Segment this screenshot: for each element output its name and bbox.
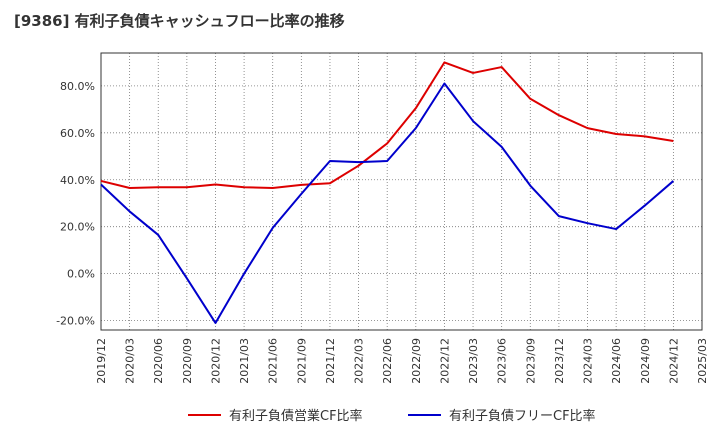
- plot-frame: [100, 52, 703, 331]
- y-tick-label: 40.0%: [60, 174, 95, 187]
- x-tick-label: 2020/12: [209, 338, 222, 384]
- legend-label-2: 有利子負債フリーCF比率: [449, 408, 596, 424]
- x-tick-label: 2021/12: [324, 338, 337, 384]
- x-tick-label: 2024/09: [639, 338, 652, 384]
- y-tick-label: 0.0%: [67, 268, 95, 281]
- x-tick-label: 2021/06: [267, 338, 280, 384]
- x-tick-label: 2022/12: [438, 338, 451, 384]
- x-tick-label: 2024/06: [610, 338, 623, 384]
- y-tick-label: -20.0%: [56, 315, 95, 328]
- x-tick-label: 2024/12: [667, 338, 680, 384]
- x-tick-label: 2021/09: [295, 338, 308, 384]
- y-tick-label: 20.0%: [60, 221, 95, 234]
- x-axis-ticks: 2019/12 2020/03 2020/06 2020/09 2020/12 2021/…: [95, 338, 709, 384]
- x-tick-label: 2021/03: [238, 338, 251, 384]
- x-tick-label: 2024/03: [582, 338, 595, 384]
- y-tick-label: 80.0%: [60, 80, 95, 93]
- x-tick-label: 2023/03: [467, 338, 480, 384]
- x-tick-label: 2023/09: [524, 338, 537, 384]
- x-tick-label: 2020/06: [152, 338, 165, 384]
- legend: 有利子負債営業CF比率 有利子負債フリーCF比率: [188, 408, 596, 424]
- x-tick-label: 2019/12: [95, 338, 108, 384]
- x-tick-label: 2023/06: [496, 338, 509, 384]
- series-line-2: [100, 82, 675, 324]
- x-tick-label: 2020/09: [181, 338, 194, 384]
- series-layer: [100, 61, 675, 324]
- series-line-1: [100, 61, 674, 189]
- plot-area: [101, 53, 702, 330]
- x-tick-label: 2020/03: [124, 338, 137, 384]
- x-tick-label: 2022/09: [410, 338, 423, 384]
- grid-layer: [101, 53, 702, 330]
- legend-label-1: 有利子負債営業CF比率: [229, 408, 363, 424]
- y-tick-label: 60.0%: [60, 127, 95, 140]
- chart-title: [9386] 有利子負債キャッシュフロー比率の推移: [14, 12, 345, 30]
- x-tick-label: 2025/03: [696, 338, 709, 384]
- x-tick-label: 2023/12: [553, 338, 566, 384]
- x-tick-label: 2022/03: [353, 338, 366, 384]
- y-axis-ticks: -20.0% 0.0% 20.0% 40.0% 60.0% 80.0%: [56, 80, 95, 328]
- x-tick-label: 2022/06: [381, 338, 394, 384]
